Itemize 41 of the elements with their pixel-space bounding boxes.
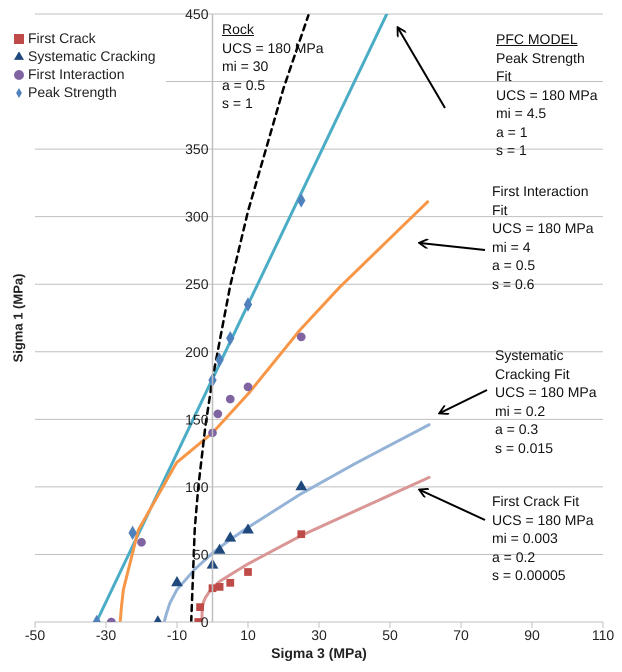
point (242, 523, 254, 534)
legend-label: Systematic Cracking (28, 48, 156, 64)
legend-label: First Crack (28, 30, 96, 46)
x-tick-label: 90 (524, 626, 540, 643)
annotation: First Interaction Fit UCS = 180 MPa mi = 4 a = 0.5 s = 0.6 (492, 182, 594, 293)
annotation: Systematic Cracking Fit UCS = 180 MPa mi = 0.2 a = 0.3 s = 0.015 (495, 346, 597, 457)
point (296, 332, 306, 342)
annotation: PFC MODEL Peak Strength Fit UCS = 180 MPa mi = 4.5 a = 1 s = 1 (496, 30, 598, 160)
point (171, 576, 183, 586)
y-tick-label: 350 (185, 141, 209, 158)
y-tick-label: 300 (185, 208, 209, 225)
x-tick-label: 110 (592, 626, 614, 643)
point (226, 578, 234, 587)
x-tick-label: 70 (453, 626, 469, 643)
point (196, 603, 204, 612)
point (214, 544, 226, 554)
y-tick-label: 450 (185, 6, 209, 22)
y-tick-label: 0 (200, 614, 209, 630)
point (297, 530, 306, 538)
point (244, 382, 252, 392)
y-tick-label: 50 (192, 546, 209, 562)
legend-label: Peak Strength (28, 84, 117, 100)
x-tick-label: -30 (96, 626, 116, 643)
point (226, 394, 235, 404)
point (216, 583, 224, 591)
y-tick-label: 200 (185, 344, 209, 360)
x-tick-label: -50 (24, 626, 46, 643)
y-tick-label: 250 (185, 276, 209, 292)
point (137, 538, 146, 547)
x-tick-label: 10 (240, 626, 256, 643)
y-axis-title: Sigma 1 (MPa) (10, 274, 26, 362)
x-tick-label: 30 (311, 626, 327, 643)
x-tick-label: -10 (166, 626, 188, 643)
point (244, 568, 252, 576)
x-tick-label: 50 (382, 626, 398, 643)
x-axis-title: Sigma 3 (MPa) (271, 645, 367, 661)
legend-label: First Interaction (28, 66, 124, 82)
point (295, 480, 308, 490)
point (213, 410, 222, 418)
annotation: First Crack Fit UCS = 180 MPa mi = 0.003 a = 0.2 s = 0.00005 (492, 492, 594, 584)
point (224, 531, 236, 542)
